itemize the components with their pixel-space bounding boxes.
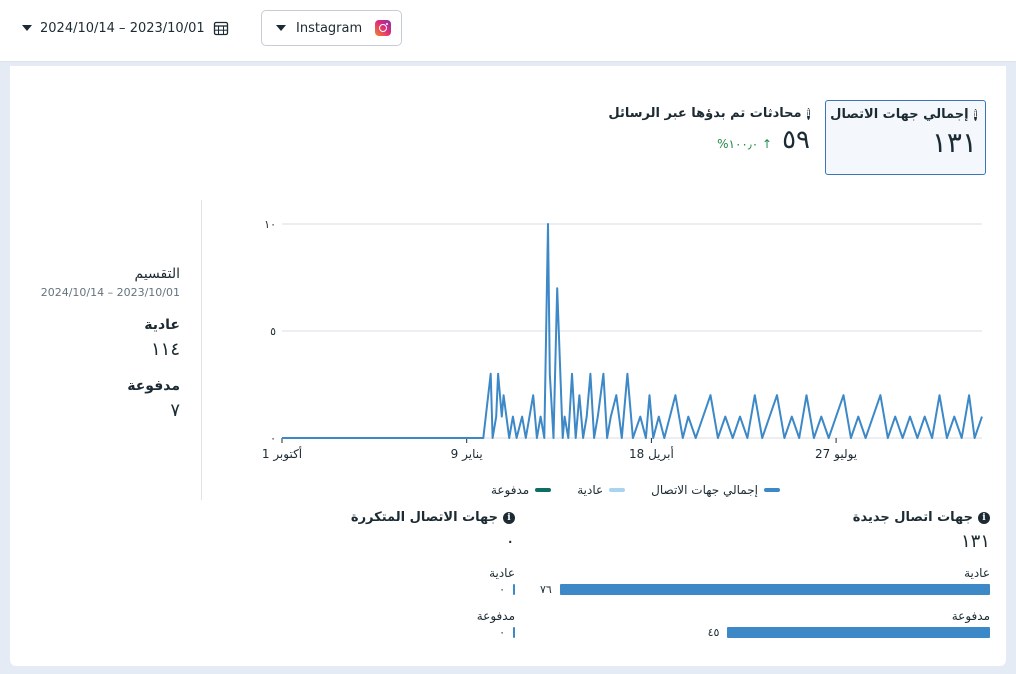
new-contacts-section: i جهات اتصال جديدة ١٣١ عادية ٧٦ مدفوعة ٤…: [540, 510, 990, 639]
section-title: جهات اتصال جديدة: [852, 510, 973, 525]
platform-dropdown[interactable]: Instagram: [261, 10, 402, 46]
organic-label: عادية: [144, 317, 180, 333]
legend-item-total[interactable]: إجمالي جهات الاتصال: [651, 483, 780, 497]
legend-swatch: [609, 488, 626, 492]
bar-row-organic: عادية ٧٦: [540, 566, 990, 596]
y-tick-label: ٠: [270, 432, 276, 445]
section-value: ١٣١: [960, 531, 990, 552]
series-line-total: [282, 223, 983, 439]
returning-contacts-section: i جهات الاتصال المتكررة ٠ عادية ٠ مدفوعة…: [30, 510, 515, 639]
bar-label: عادية: [964, 566, 990, 580]
bar: [513, 626, 515, 638]
breakdown-panel: التقسيم 2024/10/14 – 2023/10/01 عادية ١١…: [30, 266, 180, 421]
bar-value: ٠: [499, 582, 505, 596]
divider: [201, 200, 202, 500]
x-tick-label: 18 أبريل: [629, 446, 674, 462]
bar-value: ٧٦: [540, 582, 552, 596]
section-value: ٠: [505, 531, 515, 552]
breakdown-date-range: 2024/10/14 – 2023/10/01: [40, 286, 180, 299]
instagram-icon: [375, 20, 391, 36]
date-range-label: 2024/10/14 – 2023/10/01: [40, 20, 205, 36]
breakdown-title: التقسيم: [134, 266, 181, 282]
x-tick-label: 9 يناير: [451, 447, 483, 462]
section-title: جهات الاتصال المتكررة: [350, 510, 498, 525]
calendar-icon: [213, 21, 228, 36]
bar-label: عادية: [489, 566, 515, 580]
metric-title: محادثات تم بدؤها عبر الرسائل: [608, 106, 802, 121]
y-tick-label: ١٠: [264, 218, 276, 231]
metric-value: ٥٩: [782, 125, 810, 155]
y-tick-label: ٥: [270, 325, 276, 338]
info-icon[interactable]: i: [806, 107, 810, 120]
legend-label: إجمالي جهات الاتصال: [651, 483, 758, 497]
legend-label: عادية: [577, 483, 604, 497]
bar: [559, 583, 990, 595]
conversations-metric[interactable]: i محادثات تم بدؤها عبر الرسائل ٥٩ ↑ ١٠٠٫…: [608, 106, 810, 155]
insights-card: i إجمالي جهات الاتصال ١٣١ i محادثات تم ب…: [10, 66, 1006, 666]
chevron-down-icon: [276, 25, 286, 31]
platform-name: Instagram: [296, 20, 363, 36]
info-icon[interactable]: i: [978, 511, 990, 524]
metric-title: إجمالي جهات الاتصال: [830, 107, 969, 122]
metric-value: ١٣١: [931, 126, 977, 159]
bar: [727, 626, 990, 638]
bar-row-organic: عادية ٠: [30, 566, 515, 596]
legend-item-organic[interactable]: عادية: [577, 483, 626, 497]
contacts-line-chart: ١٠ ٥ ٠1 أكتوبر 9 يناير 18 أبريل 27 يوليو: [262, 218, 983, 462]
x-tick-label: 1 أكتوبر: [262, 446, 302, 462]
legend-item-paid[interactable]: مدفوعة: [490, 483, 552, 497]
chart-legend: إجمالي جهات الاتصال عادية مدفوعة: [440, 483, 780, 497]
bar-value: ٤٥: [707, 625, 720, 639]
top-toolbar: 2024/10/14 – 2023/10/01 Instagram: [0, 0, 1016, 62]
x-tick-label: 27 يوليو: [815, 447, 857, 462]
paid-label: مدفوعة: [127, 378, 180, 394]
bar-label: مدفوعة: [476, 609, 515, 623]
legend-label: مدفوعة: [490, 483, 530, 497]
info-icon[interactable]: i: [973, 108, 977, 121]
legend-swatch: [535, 488, 552, 492]
paid-value: ٧: [170, 400, 180, 421]
bar-row-paid: مدفوعة ٠: [30, 609, 515, 639]
bar-value: ٠: [499, 625, 505, 639]
organic-value: ١١٤: [150, 339, 180, 360]
info-icon[interactable]: i: [503, 511, 515, 524]
chevron-down-icon: [22, 25, 32, 31]
date-range-picker[interactable]: 2024/10/14 – 2023/10/01: [22, 17, 229, 39]
delta-badge: ↑ ١٠٠٫٠%: [717, 137, 773, 151]
bar-label: مدفوعة: [951, 609, 990, 623]
legend-swatch: [764, 488, 780, 492]
bar: [513, 583, 515, 595]
bar-row-paid: مدفوعة ٤٥: [540, 609, 990, 639]
total-contacts-metric[interactable]: i إجمالي جهات الاتصال ١٣١: [825, 100, 986, 175]
